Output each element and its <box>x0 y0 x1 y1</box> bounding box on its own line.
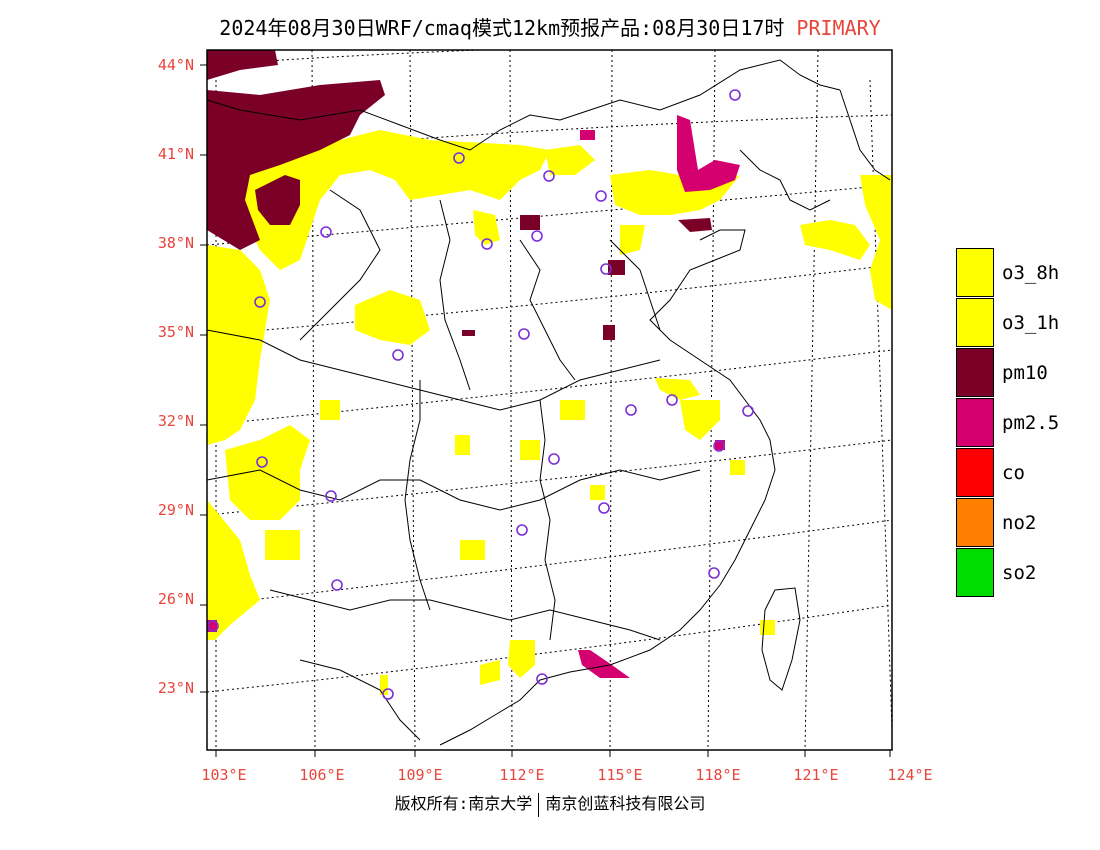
lon-label: 124°E <box>887 766 933 784</box>
city-markers <box>207 89 754 700</box>
legend-item-pm25: pm2.5 <box>956 398 1100 448</box>
lat-label: 26°N <box>157 590 194 608</box>
map-title: 2024年08月30日WRF/cmaq模式12km预报产品:08月30日17时 P… <box>0 12 1100 41</box>
legend-swatch <box>956 498 994 547</box>
copyright-left: 版权所有:南京大学 <box>394 794 533 813</box>
legend-item-no2: no2 <box>956 498 1100 548</box>
legend-item-co: co <box>956 448 1100 498</box>
legend-item-o3-1h: o3_1h <box>956 298 1100 348</box>
legend-swatch <box>956 548 994 597</box>
legend-item-o3-8h: o3_8h <box>956 248 1100 298</box>
legend-item-pm10: pm10 <box>956 348 1100 398</box>
footer-divider <box>538 792 540 817</box>
legend-item-so2: so2 <box>956 548 1100 598</box>
legend-label: o3_8h <box>1002 262 1060 284</box>
legend-swatch <box>956 298 994 347</box>
lat-label: 23°N <box>157 679 194 697</box>
lat-label: 44°N <box>157 56 194 74</box>
map-frame <box>206 49 893 751</box>
copyright-right: 南京创蓝科技有限公司 <box>545 794 706 813</box>
lon-label: 109°E <box>397 766 443 784</box>
legend-label: no2 <box>1002 512 1037 534</box>
legend-label: co <box>1002 462 1025 484</box>
legend-label: pm2.5 <box>1002 412 1060 434</box>
lat-label: 35°N <box>157 323 194 341</box>
legend-swatch <box>956 448 994 497</box>
lon-label: 121°E <box>793 766 839 784</box>
lat-label: 29°N <box>157 501 194 519</box>
lon-label: 106°E <box>299 766 345 784</box>
title-tag: PRIMARY <box>796 16 881 40</box>
lat-label: 32°N <box>157 412 194 430</box>
legend-swatch <box>956 248 994 297</box>
lon-label: 103°E <box>201 766 247 784</box>
lon-label: 118°E <box>695 766 741 784</box>
title-main: 2024年08月30日WRF/cmaq模式12km预报产品:08月30日17时 <box>219 16 785 40</box>
legend-swatch <box>956 398 994 447</box>
boundaries <box>207 59 891 746</box>
legend-label: pm10 <box>1002 362 1048 384</box>
legend-swatch <box>956 348 994 397</box>
lon-label: 115°E <box>597 766 643 784</box>
legend-label: o3_1h <box>1002 312 1060 334</box>
lat-label: 38°N <box>157 234 194 252</box>
legend-label: so2 <box>1002 562 1037 584</box>
pollutant-fields <box>207 50 892 695</box>
legend: o3_8h o3_1h pm10 pm2.5 co no2 so2 <box>956 248 1100 598</box>
lon-label: 112°E <box>499 766 545 784</box>
copyright-footer: 版权所有:南京大学 南京创蓝科技有限公司 <box>0 790 1100 817</box>
lat-label: 41°N <box>157 145 194 163</box>
